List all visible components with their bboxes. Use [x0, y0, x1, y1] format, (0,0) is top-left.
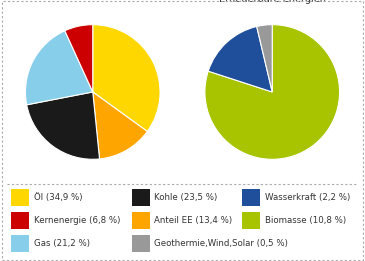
Title: Erneuerbare Energien: Erneuerbare Energien	[219, 0, 326, 4]
Wedge shape	[93, 25, 160, 132]
Wedge shape	[257, 25, 272, 92]
Text: Gas (21,2 %): Gas (21,2 %)	[34, 239, 89, 248]
Bar	[11, 235, 29, 252]
Bar	[11, 189, 29, 206]
Bar	[132, 189, 150, 206]
Bar	[242, 212, 260, 229]
Text: Biomasse (10,8 %): Biomasse (10,8 %)	[265, 216, 346, 225]
Wedge shape	[208, 26, 272, 92]
Bar	[132, 235, 150, 252]
Text: Wasserkraft (2,2 %): Wasserkraft (2,2 %)	[265, 193, 350, 202]
Text: Geothermie,Wind,Solar (0,5 %): Geothermie,Wind,Solar (0,5 %)	[154, 239, 288, 248]
Text: Öl (34,9 %): Öl (34,9 %)	[34, 193, 82, 202]
Wedge shape	[27, 92, 100, 159]
Bar	[242, 189, 260, 206]
Bar	[11, 212, 29, 229]
Text: Anteil EE (13,4 %): Anteil EE (13,4 %)	[154, 216, 233, 225]
Wedge shape	[65, 25, 93, 92]
Wedge shape	[93, 92, 147, 159]
Text: Kernenergie (6,8 %): Kernenergie (6,8 %)	[34, 216, 120, 225]
Bar	[132, 212, 150, 229]
Wedge shape	[205, 25, 339, 159]
Wedge shape	[26, 31, 93, 105]
Text: Kohle (23,5 %): Kohle (23,5 %)	[154, 193, 218, 202]
